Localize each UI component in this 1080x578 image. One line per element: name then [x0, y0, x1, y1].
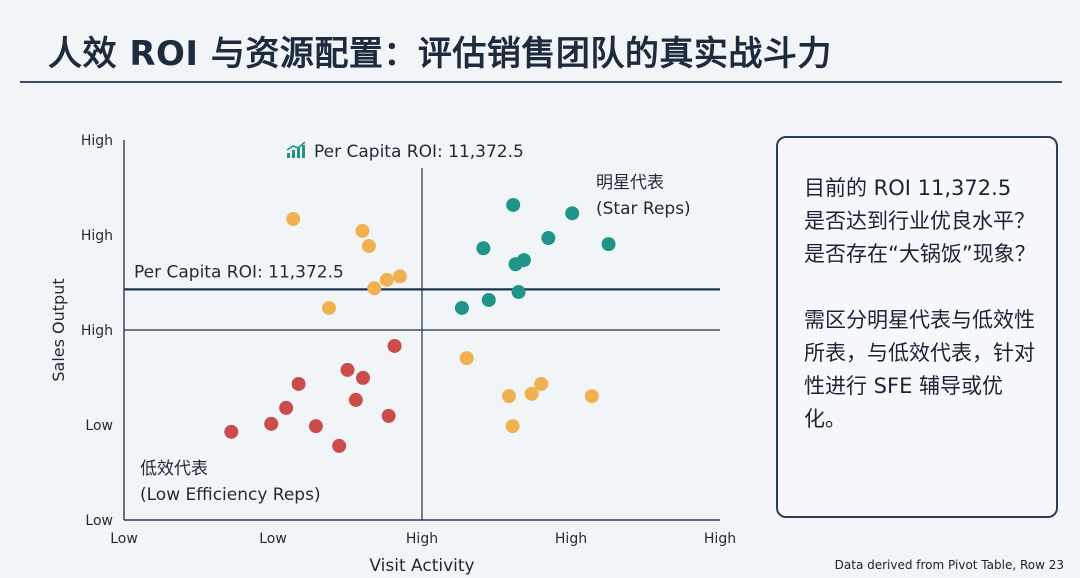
data-point-low	[308, 419, 323, 434]
y-tick-label: High	[81, 133, 113, 149]
data-point-medium	[367, 281, 382, 296]
icon-bar	[287, 153, 290, 158]
x-tick-label: High	[555, 531, 587, 547]
data-point-low	[224, 424, 239, 439]
x-tick-label: High	[406, 531, 438, 547]
top-roi-label: Per Capita ROI: 11,372.5	[314, 142, 524, 162]
data-point-star	[506, 197, 521, 212]
data-point-star	[516, 253, 531, 268]
data-point-low	[355, 370, 370, 385]
icon-bar	[297, 148, 300, 158]
data-source-note: Data derived from Pivot Table, Row 23	[834, 558, 1064, 572]
x-tick-label: Low	[110, 531, 138, 547]
low-reps-label-cn: 低效代表	[140, 459, 208, 479]
data-point-star	[565, 206, 580, 221]
callout-recommendation: 需区分明星代表与低效性所表，与低效代表，针对性进行 SFE 辅导或优化。	[804, 308, 1035, 431]
data-point-medium	[459, 351, 474, 366]
data-point-medium	[355, 223, 370, 238]
data-point-low	[332, 438, 347, 453]
data-point-star	[454, 300, 469, 315]
y-tick-label: High	[81, 323, 113, 339]
data-point-medium	[361, 239, 376, 254]
data-point-medium	[584, 389, 599, 404]
data-point-star	[476, 241, 491, 256]
data-point-medium	[502, 389, 517, 404]
callout-question: 目前的 ROI 11,372.5 是否达到行业优良水平？是否存在“大锅饭”现象？	[804, 176, 1036, 266]
chart-reference-lines	[124, 168, 720, 520]
y-tick-label: Low	[85, 418, 113, 434]
trend-chart-icon	[286, 141, 306, 158]
y-axis-title: Sales Output	[49, 278, 68, 381]
data-point-medium	[392, 269, 407, 284]
x-tick-label: Low	[259, 531, 287, 547]
data-point-medium	[534, 376, 549, 391]
data-point-medium	[524, 386, 539, 401]
data-point-star	[481, 292, 496, 307]
data-point-medium	[286, 212, 301, 227]
y-tick-label: Low	[85, 513, 113, 529]
data-point-low	[381, 408, 396, 423]
x-axis-title: Visit Activity	[369, 556, 474, 576]
low-reps-label-en: (Low Efficiency Reps)	[140, 485, 321, 505]
data-point-low	[340, 362, 355, 377]
data-point-low	[264, 416, 279, 431]
data-point-medium	[322, 300, 337, 315]
star-reps-label-en: (Star Reps)	[596, 199, 691, 219]
chart-points	[224, 197, 616, 453]
data-point-medium	[505, 419, 520, 434]
data-point-low	[348, 392, 363, 407]
data-point-star	[511, 285, 526, 299]
chart-axes: Low Low High High High High High High Low Low Visi…	[49, 133, 736, 576]
data-point-medium	[379, 272, 394, 287]
y-tick-label: High	[81, 228, 113, 244]
insight-callout: 目前的 ROI 11,372.5 是否达到行业优良水平？是否存在“大锅饭”现象？…	[776, 136, 1058, 518]
data-point-low	[387, 338, 402, 353]
icon-trend-line	[286, 141, 306, 151]
chart-labels: Per Capita ROI: 11,372.5 Per Capita ROI: …	[134, 141, 691, 505]
data-point-star	[601, 237, 616, 252]
data-point-low	[279, 400, 294, 415]
roi-reference-label: Per Capita ROI: 11,372.5	[134, 262, 344, 282]
page-title: 人效 ROI 与资源配置：评估销售团队的真实战斗力	[48, 34, 832, 74]
data-point-low	[291, 376, 306, 391]
star-reps-label-cn: 明星代表	[596, 173, 664, 193]
data-point-star	[541, 231, 556, 246]
icon-bar	[302, 145, 305, 158]
icon-bar	[292, 150, 295, 158]
x-tick-label: High	[704, 531, 736, 547]
scatter-chart: Low Low High High High High High High Low Low Visi…	[49, 133, 736, 576]
title-divider	[20, 81, 1062, 83]
